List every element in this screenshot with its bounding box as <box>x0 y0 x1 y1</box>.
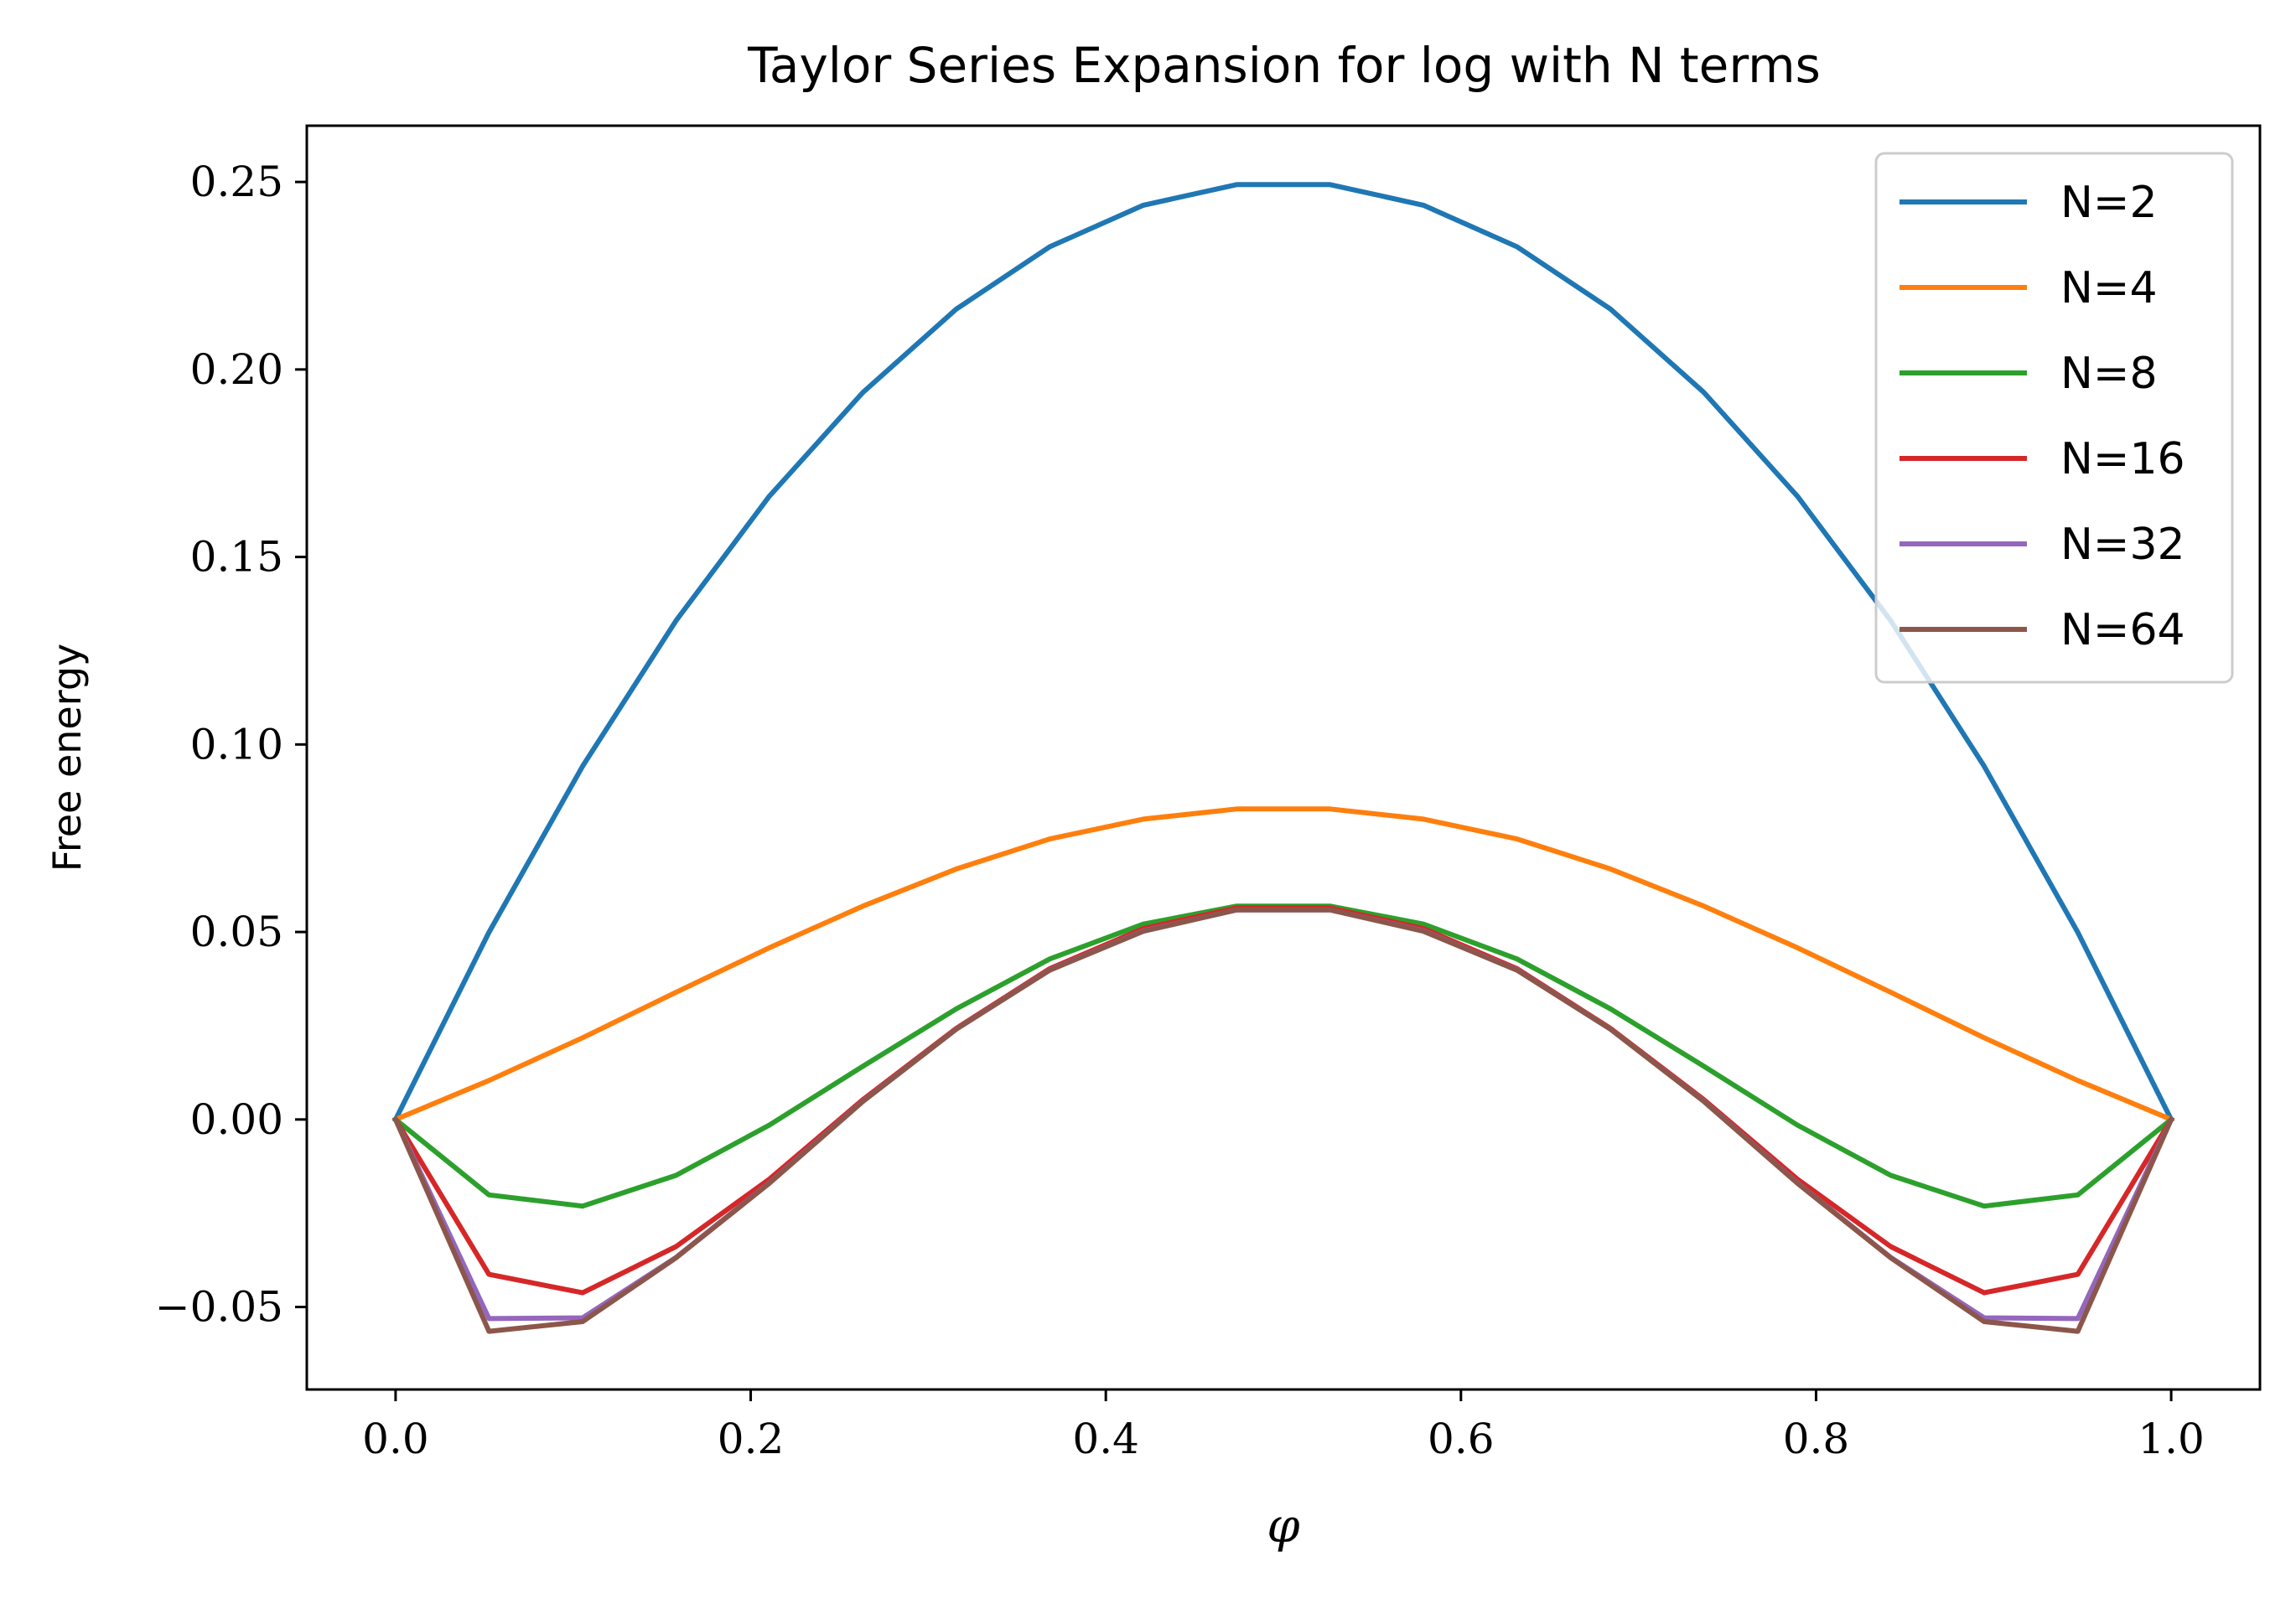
x-tick-label: 0.8 <box>1783 1415 1850 1463</box>
legend-label-2: N=4 <box>2060 263 2158 313</box>
chart-title: Taylor Series Expansion for log with N t… <box>747 37 1821 94</box>
legend-label-6: N=64 <box>2060 605 2185 655</box>
x-axis-label: φ <box>1267 1499 1299 1554</box>
x-tick-label: 0.0 <box>362 1415 429 1463</box>
y-tick-label: 0.00 <box>190 1095 283 1144</box>
x-tick-label: 1.0 <box>2138 1415 2205 1463</box>
x-ticks: 0.0 0.2 0.4 0.6 0.8 1.0 <box>362 1389 2205 1463</box>
legend: N=2 N=4 N=8 N=16 N=32 N=64 <box>1874 152 2234 684</box>
series-layer <box>391 182 2175 1334</box>
legend-label-4: N=16 <box>2060 434 2185 484</box>
series-line-6 <box>391 907 2175 1334</box>
x-tick-label: 0.6 <box>1428 1415 1495 1463</box>
y-tick-label: 0.10 <box>190 720 283 768</box>
y-tick-label: 0.25 <box>190 158 283 206</box>
legend-box <box>1874 152 2234 684</box>
legend-items: N=2 N=4 N=8 N=16 N=32 N=64 <box>1900 178 2185 655</box>
legend-label-1: N=2 <box>2060 178 2158 228</box>
series-line-2 <box>391 806 2175 1123</box>
y-axis-label: Free energy <box>44 644 90 872</box>
plot-frame <box>305 124 2262 1391</box>
y-tick-label: 0.20 <box>190 345 283 394</box>
y-tick-label: −0.05 <box>155 1283 283 1332</box>
y-tick-label: 0.05 <box>190 908 283 956</box>
x-tick-label: 0.4 <box>1072 1415 1139 1463</box>
y-ticks: −0.05 0.00 0.05 0.10 0.15 0.20 0.25 <box>155 158 307 1332</box>
x-tick-label: 0.2 <box>718 1415 785 1463</box>
y-tick-label: 0.15 <box>190 533 283 582</box>
legend-label-5: N=32 <box>2060 520 2185 570</box>
legend-label-3: N=8 <box>2060 349 2158 399</box>
